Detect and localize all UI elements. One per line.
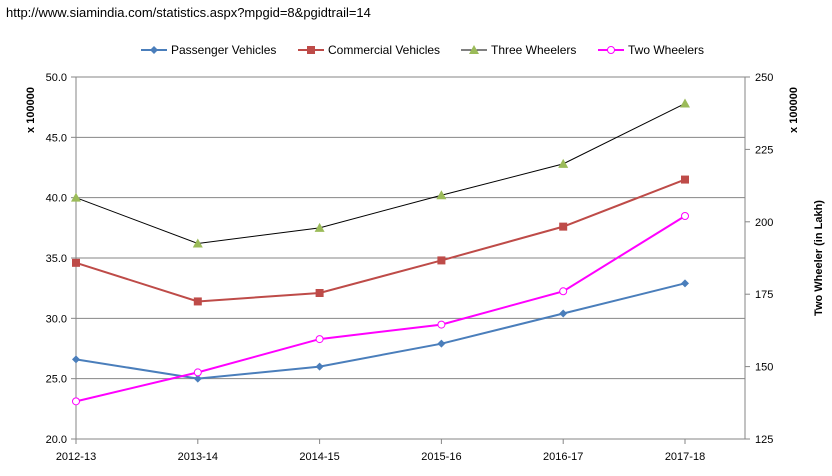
x-tick-label: 2013-14 xyxy=(178,451,218,463)
legend-marker-two-wheelers xyxy=(607,46,615,54)
x-tick-label: 2016-17 xyxy=(543,451,583,463)
right-tick-label: 175 xyxy=(755,289,773,301)
left-tick-label: 40.0 xyxy=(46,193,67,205)
three-wheelers-point xyxy=(436,190,447,200)
left-tick-label: 50.0 xyxy=(46,72,67,84)
three-wheelers-point xyxy=(680,98,690,108)
passenger-vehicles-point xyxy=(193,374,202,383)
commercial-vehicles-point xyxy=(72,258,80,267)
x-tick-label: 2017-18 xyxy=(665,451,705,463)
left-tick-label: 20.0 xyxy=(46,434,67,446)
two-wheelers-point xyxy=(72,397,80,406)
three-wheelers-point xyxy=(71,192,81,202)
three-wheelers-point xyxy=(314,222,325,232)
legend-label-three-wheelers: Three Wheelers xyxy=(491,43,576,57)
series-markers xyxy=(71,98,690,406)
commercial-vehicles-point xyxy=(681,175,689,184)
three-wheelers-point xyxy=(192,238,203,248)
two-wheelers-point xyxy=(681,212,689,221)
three-wheelers-point xyxy=(558,158,569,168)
left-tick-label: 35.0 xyxy=(46,253,67,265)
commercial-vehicles-point xyxy=(193,297,202,306)
two-wheelers-point xyxy=(559,287,568,296)
legend-marker-commercial-vehicles xyxy=(307,46,315,54)
x-tick-label: 2012-13 xyxy=(56,451,96,463)
right-tick-label: 250 xyxy=(755,72,773,84)
two-wheelers-point xyxy=(437,320,446,329)
passenger-vehicles-point xyxy=(437,339,446,348)
two-wheelers-point xyxy=(315,335,324,344)
right-tick-label: 225 xyxy=(755,144,773,156)
two-wheelers-line xyxy=(75,215,686,403)
right-axis-unit: x 100000 xyxy=(788,87,800,133)
passenger-vehicles-line xyxy=(75,282,686,380)
left-tick-label: 25.0 xyxy=(46,374,67,386)
right-tick-label: 125 xyxy=(755,434,773,446)
left-axis-title: x 100000 xyxy=(25,87,37,133)
left-axis-ticks: 20.0 25.0 30.0 35.0 40.0 45.0 50.0 xyxy=(46,72,76,446)
legend-marker-passenger-vehicles xyxy=(150,46,158,54)
left-tick-label: 30.0 xyxy=(46,313,67,325)
passenger-vehicles-point xyxy=(559,309,568,318)
commercial-vehicles-point xyxy=(315,288,324,297)
right-axis-ticks: 125 150 175 200 225 250 xyxy=(745,72,773,446)
passenger-vehicles-point xyxy=(315,362,324,371)
source-url: http://www.siamindia.com/statistics.aspx… xyxy=(6,5,371,20)
two-wheelers-point xyxy=(193,368,202,377)
legend-marker-three-wheelers xyxy=(469,45,479,54)
commercial-vehicles-point xyxy=(559,222,568,231)
x-tick-label: 2014-15 xyxy=(299,451,339,463)
legend-label-commercial-vehicles: Commercial Vehicles xyxy=(328,43,440,57)
right-tick-label: 150 xyxy=(755,362,773,374)
passenger-vehicles-point xyxy=(72,355,80,364)
gridlines xyxy=(76,76,745,440)
x-axis-ticks: 2012-13 2013-14 2014-15 2015-16 2016-17 2017-… xyxy=(56,439,705,463)
commercial-vehicles-point xyxy=(437,256,446,265)
x-tick-label: 2015-16 xyxy=(421,451,461,463)
commercial-vehicles-line xyxy=(75,178,686,303)
passenger-vehicles-point xyxy=(681,279,689,288)
legend-label-two-wheelers: Two Wheelers xyxy=(628,43,704,57)
three-wheelers-line xyxy=(75,103,686,245)
left-tick-label: 45.0 xyxy=(46,132,67,144)
series-lines xyxy=(75,103,686,403)
legend-label-passenger-vehicles: Passenger Vehicles xyxy=(171,43,276,57)
right-axis-title: Two Wheeler (in Lakh) xyxy=(813,200,825,316)
right-tick-label: 200 xyxy=(755,217,773,229)
legend: Passenger Vehicles Commercial Vehicles Thr… xyxy=(141,43,704,57)
